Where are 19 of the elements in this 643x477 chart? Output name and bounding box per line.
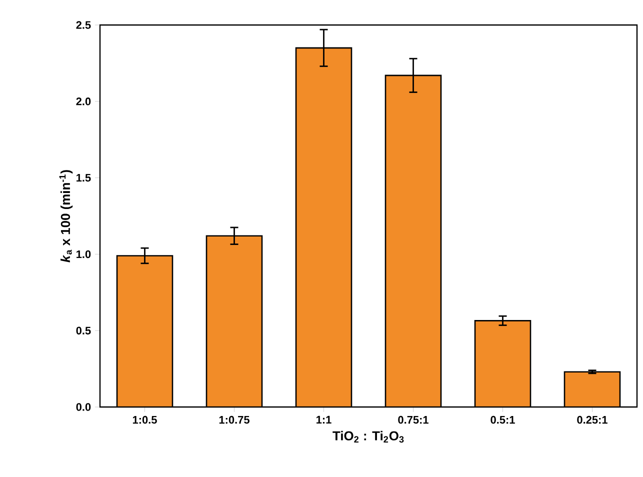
bar	[206, 235, 263, 407]
x-tick-label: 1:0.75	[219, 416, 250, 424]
x-tick-label: 1:1	[316, 416, 332, 424]
bar	[564, 371, 621, 407]
y-tick-label: 0.0	[76, 403, 91, 411]
y-tick-label: 1.0	[76, 250, 91, 258]
y-tick-label: 2.5	[76, 21, 91, 29]
x-tick-label: 1:0.5	[132, 416, 157, 424]
x-tick-label: 0.5:1	[490, 416, 515, 424]
y-tick-label: 1.5	[76, 174, 91, 182]
x-tick-label: 0.75:1	[398, 416, 428, 424]
x-tick-label: 0.25:1	[577, 416, 608, 424]
bar	[384, 74, 442, 407]
bar	[295, 47, 352, 407]
x-axis-title: TiO$_{2}$ : Ti$_{2}$O$_{3}$	[332, 430, 404, 443]
y-axis-title: k$_{a}$ x 100 (min$^{-1}$)	[59, 170, 73, 262]
y-tick-label: 0.5	[76, 326, 91, 334]
bar	[474, 320, 532, 407]
y-tick-label: 2.0	[76, 98, 91, 106]
